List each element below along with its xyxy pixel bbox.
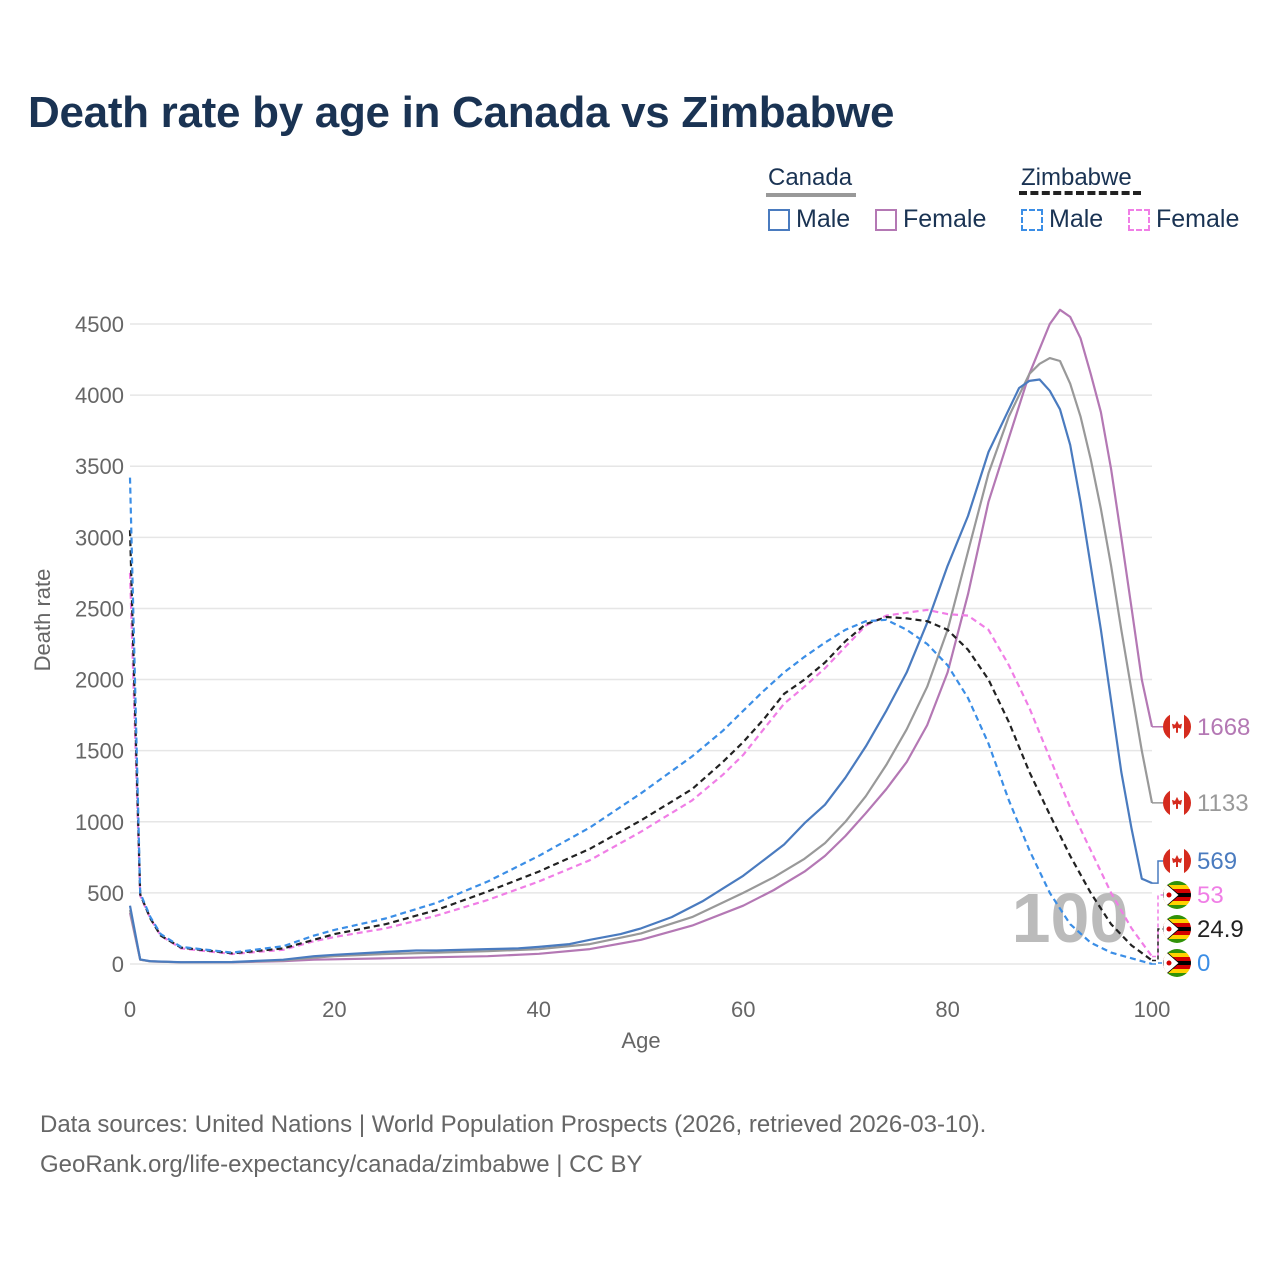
source-note: Data sources: United Nations | World Pop… <box>40 1105 986 1185</box>
source-line-2[interactable]: GeoRank.org/life-expectancy/canada/zimba… <box>40 1151 643 1178</box>
legend-line-zimbabwe <box>1019 191 1141 195</box>
end-connector-canada-male <box>1152 860 1163 884</box>
y-tick-label: 3500 <box>75 454 124 479</box>
zimbabwe-flag-icon <box>1163 915 1191 943</box>
series-line-zimbabwe-female <box>128 572 1153 958</box>
end-label-canada-male: 569 <box>1197 848 1237 875</box>
end-label-canada-female: 1668 <box>1197 714 1250 741</box>
series-layer <box>128 308 1154 966</box>
legend-label-zimbabwe-female: Female <box>1156 205 1240 233</box>
y-tick-label: 500 <box>87 881 124 906</box>
zimbabwe-flag-icon <box>1163 949 1191 977</box>
legend-item-zimbabwe-female: Female <box>1128 205 1239 234</box>
y-axis-title: Death rate <box>30 569 55 672</box>
canada-flag-icon <box>1163 847 1191 875</box>
y-tick-label: 4000 <box>75 383 124 408</box>
series-line-zimbabwe-both <box>128 530 1153 962</box>
x-tick-label: 20 <box>322 997 346 1022</box>
end-label-zimbabwe-female: 53 <box>1197 882 1224 909</box>
x-tick-label: 80 <box>935 997 959 1022</box>
end-labels: 1668 1133 569 53 24.9 0 <box>1152 712 1250 977</box>
canada-flag-icon <box>1163 712 1191 741</box>
legend-group-canada: Canada <box>768 164 853 191</box>
y-tick-label: 4500 <box>75 312 124 337</box>
chart-title: Death rate by age in Canada vs Zimbabwe <box>28 88 895 137</box>
y-tick-label: 2500 <box>75 596 124 621</box>
legend-item-canada-male: Male <box>768 205 850 234</box>
x-axis-title: Age <box>621 1028 660 1053</box>
watermark-layer: 100 <box>1012 879 1129 957</box>
y-tick-label: 0 <box>112 952 124 977</box>
gridlines <box>130 323 1152 965</box>
canada-flag-icon <box>1163 788 1191 817</box>
source-line-1: Data sources: United Nations | World Pop… <box>40 1111 987 1138</box>
series-line-canada-both <box>128 357 1154 964</box>
legend-swatch-canada-male <box>768 208 790 231</box>
end-label-canada-both: 1133 <box>1197 790 1249 817</box>
x-tick-label: 60 <box>731 997 755 1022</box>
legend-label-zimbabwe-male: Male <box>1049 205 1104 233</box>
legend-label-canada-male: Male <box>796 205 851 233</box>
end-connector-zimbabwe-male <box>1152 962 1163 965</box>
y-tick-label: 1000 <box>75 810 124 835</box>
legend-swatch-zimbabwe-male <box>1021 208 1043 231</box>
legend-line-canada <box>766 193 856 197</box>
x-tick-label: 100 <box>1134 997 1171 1022</box>
legend-item-canada-female: Female <box>875 205 986 234</box>
series-line-zimbabwe-male <box>128 477 1153 966</box>
y-tick-label: 1500 <box>75 739 124 764</box>
watermark-age: 100 <box>1012 879 1129 957</box>
zimbabwe-flag-icon <box>1163 881 1191 909</box>
legend-item-zimbabwe-male: Male <box>1021 205 1103 234</box>
legend-swatch-canada-female <box>875 208 897 231</box>
x-tick-label: 0 <box>124 997 136 1022</box>
series-line-canada-female <box>128 308 1154 964</box>
y-tick-label: 3000 <box>75 525 124 550</box>
legend-swatch-zimbabwe-female <box>1128 208 1150 231</box>
series-line-canada-male <box>128 378 1153 964</box>
y-tick-label: 2000 <box>75 668 124 693</box>
end-label-zimbabwe-male: 0 <box>1197 950 1210 977</box>
end-connector-zimbabwe-both <box>1152 928 1163 962</box>
x-tick-label: 40 <box>527 997 551 1022</box>
legend-label-canada-female: Female <box>903 205 987 233</box>
end-label-zimbabwe-both: 24.9 <box>1197 916 1244 943</box>
end-connector-zimbabwe-female <box>1152 894 1163 958</box>
axes: 0 500 1000 1500 2000 2500 3000 3500 4000 4500 0 20 4… <box>30 312 1170 1053</box>
legend-group-zimbabwe: Zimbabwe <box>1021 164 1132 191</box>
